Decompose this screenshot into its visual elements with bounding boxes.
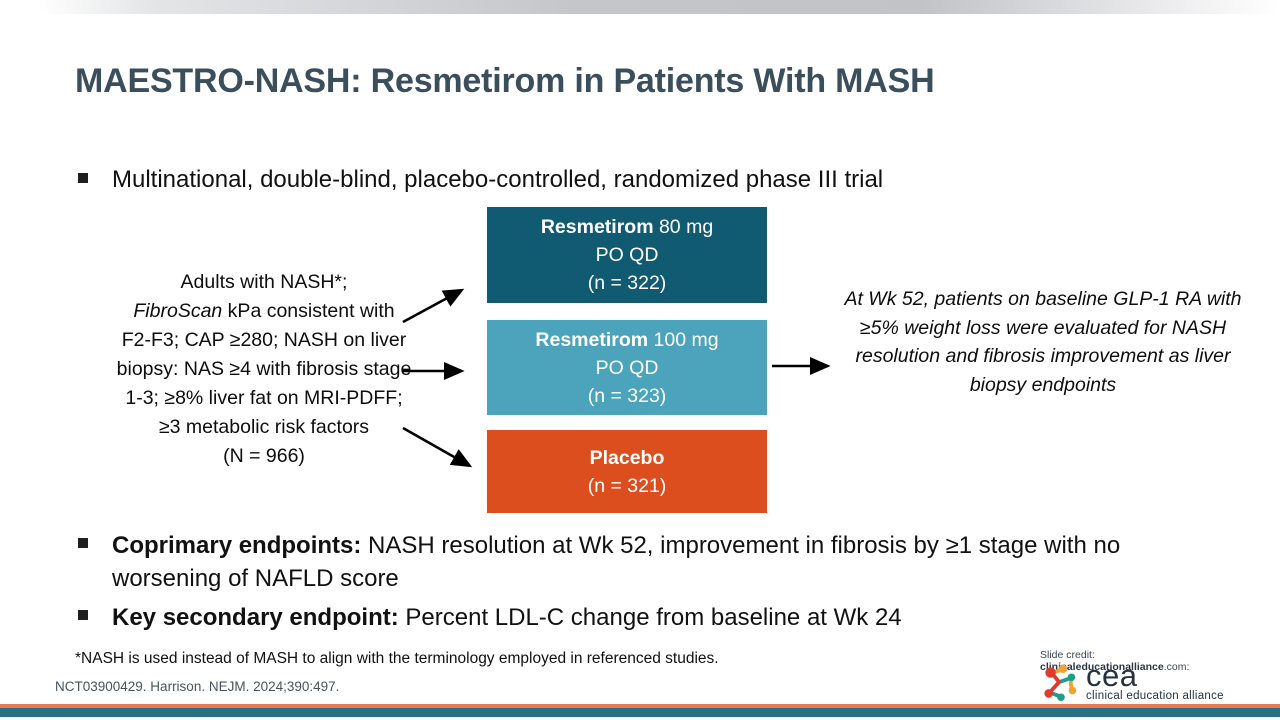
population-line: 1-3; ≥8% liver fat on MRI-PDFF; bbox=[125, 387, 403, 409]
population-criteria: Adults with NASH*; FibroScan kPa consist… bbox=[48, 268, 480, 471]
bottom-orange-rule bbox=[0, 704, 1280, 708]
citation: NCT03900429. Harrison. NEJM. 2024;390:49… bbox=[55, 679, 340, 694]
coprimary-endpoints-bullet: Coprimary endpoints: NASH resolution at … bbox=[78, 529, 1208, 595]
slide-credit: Slide credit: clinicaleducationalliance.… bbox=[1040, 649, 1190, 673]
intro-bullet: Multinational, double-blind, placebo-con… bbox=[78, 164, 1198, 196]
bullet-square-icon bbox=[78, 538, 88, 548]
cea-tagline: clinical education alliance bbox=[1086, 690, 1224, 702]
bullet-square-icon bbox=[78, 610, 88, 620]
cea-word: cea bbox=[1086, 658, 1138, 693]
top-accent-bar bbox=[0, 0, 1280, 14]
arm-box-resmetirom-100: Resmetirom 100 mg PO QD (n = 323) bbox=[487, 320, 767, 415]
arm-n-line: (n = 321) bbox=[587, 474, 667, 497]
cea-logo: cea clinical education alliance bbox=[1042, 658, 1242, 702]
slide-title: MAESTRO-NASH: Resmetirom in Patients Wit… bbox=[75, 62, 935, 100]
arm-route-line: PO QD bbox=[595, 244, 659, 266]
bottom-teal-bar bbox=[0, 708, 1280, 717]
population-line: ≥3 metabolic risk factors bbox=[158, 416, 370, 438]
intro-bullet-text: Multinational, double-blind, placebo-con… bbox=[112, 166, 884, 193]
population-line: F2-F3; CAP ≥280; NASH on liver bbox=[121, 329, 407, 351]
bullet-square-icon bbox=[78, 173, 88, 183]
coprimary-endpoints-text: Coprimary endpoints: NASH resolution at … bbox=[112, 532, 1121, 592]
cea-wordmark: cea clinical education alliance bbox=[1086, 658, 1224, 702]
population-line: biopsy: NAS ≥4 with fibrosis stage bbox=[116, 358, 412, 380]
arm-box-placebo: Placebo (n = 321) bbox=[487, 430, 767, 513]
population-line: FibroScan kPa consistent with bbox=[133, 300, 395, 322]
glp1-note: At Wk 52, patients on baseline GLP-1 RA … bbox=[844, 288, 1242, 396]
population-line: Adults with NASH*; bbox=[180, 271, 348, 293]
arm-box-resmetirom-80: Resmetirom 80 mg PO QD (n = 322) bbox=[487, 207, 767, 303]
arm-n-line: (n = 323) bbox=[587, 384, 667, 407]
arm-dose-line: Resmetirom 100 mg bbox=[535, 328, 719, 351]
population-line: (N = 966) bbox=[223, 445, 305, 467]
secondary-endpoint-bullet: Key secondary endpoint: Percent LDL-C ch… bbox=[78, 601, 1208, 634]
arm-dose-line: Placebo bbox=[589, 446, 665, 469]
fibroscan-italic: FibroScan bbox=[133, 300, 223, 322]
cea-molecule-icon bbox=[1044, 663, 1077, 701]
arm-n-line: (n = 322) bbox=[587, 272, 667, 294]
secondary-endpoint-text: Key secondary endpoint: Percent LDL-C ch… bbox=[112, 604, 902, 631]
arm-route-line: PO QD bbox=[595, 356, 659, 379]
nash-footnote: *NASH is used instead of MASH to align w… bbox=[75, 650, 719, 667]
arm-dose-line: Resmetirom 80 mg bbox=[540, 216, 714, 238]
